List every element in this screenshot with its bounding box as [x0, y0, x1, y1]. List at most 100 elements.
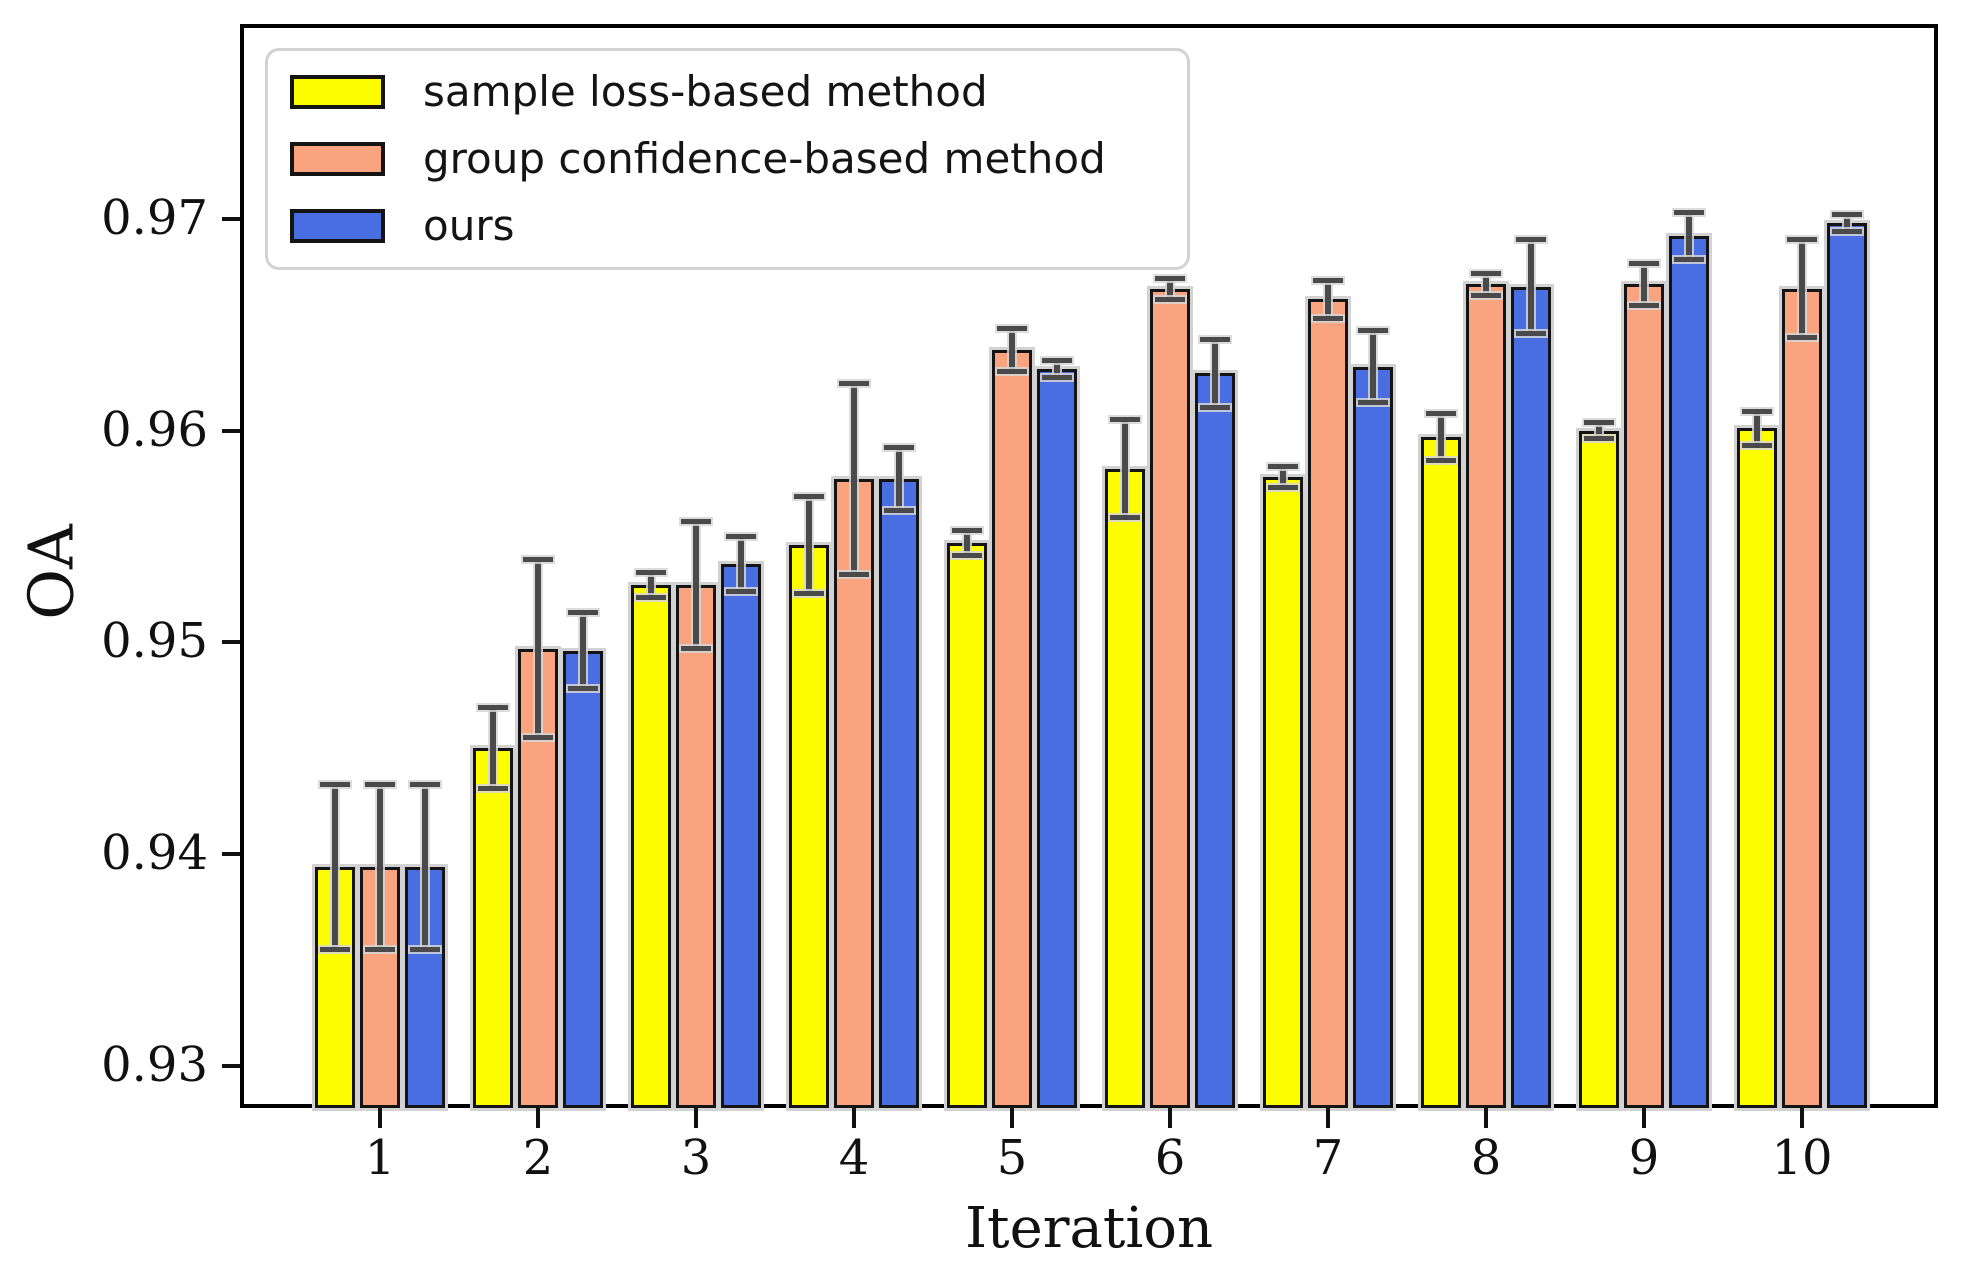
legend-swatch-ours — [290, 208, 385, 243]
x-tick-mark-1 — [378, 1108, 382, 1128]
error-bar-group-confidence-based-method-9-cap-high — [1629, 260, 1659, 266]
bar-ours-6 — [1195, 373, 1235, 1108]
error-bar-ours-4-cap-high — [884, 444, 914, 450]
x-tick-label-10: 10 — [1771, 1130, 1833, 1186]
error-bar-ours-2 — [580, 612, 586, 689]
error-bar-ours-4-cap-low — [884, 508, 914, 514]
bar-ours-1 — [405, 866, 445, 1108]
x-tick-mark-2 — [536, 1108, 540, 1128]
error-bar-group-confidence-based-method-6-cap-low — [1155, 296, 1185, 302]
error-bar-ours-10-cap-low — [1832, 228, 1862, 234]
error-bar-sample-loss-based-method-5-cap-high — [952, 527, 982, 533]
error-bar-ours-9 — [1686, 212, 1692, 259]
error-bar-group-confidence-based-method-3-cap-low — [681, 646, 711, 652]
bar-ours-9 — [1669, 235, 1709, 1108]
legend-item-sample-loss-based-method: sample loss-based method — [290, 69, 1177, 115]
bar-group-confidence-based-method-6 — [1150, 288, 1190, 1108]
error-bar-sample-loss-based-method-2-cap-low — [478, 785, 508, 791]
error-bar-sample-loss-based-method-8-cap-low — [1426, 457, 1456, 463]
x-tick-mark-6 — [1168, 1108, 1172, 1128]
y-tick-mark-0.94 — [222, 851, 240, 856]
error-bar-sample-loss-based-method-9 — [1596, 422, 1602, 439]
legend-label-ours: ours — [423, 200, 515, 250]
legend-swatch-group-confidence-based-method — [290, 141, 385, 176]
error-bar-ours-5-cap-high — [1042, 358, 1072, 364]
bar-sample-loss-based-method-10 — [1737, 428, 1777, 1108]
error-bar-sample-loss-based-method-5 — [964, 530, 970, 556]
error-bar-group-confidence-based-method-10-cap-high — [1787, 237, 1817, 243]
error-bar-sample-loss-based-method-3-cap-low — [636, 595, 666, 601]
bar-group-confidence-based-method-5 — [992, 350, 1032, 1108]
error-bar-ours-3 — [738, 536, 744, 592]
error-bar-ours-1-cap-high — [410, 781, 440, 787]
error-bar-group-confidence-based-method-6-cap-high — [1155, 275, 1185, 281]
error-bar-sample-loss-based-method-10 — [1754, 411, 1760, 446]
bar-sample-loss-based-method-4 — [789, 544, 829, 1108]
bar-ours-4 — [879, 479, 919, 1108]
x-tick-mark-4 — [852, 1108, 856, 1128]
error-bar-ours-10-cap-high — [1832, 212, 1862, 218]
error-bar-sample-loss-based-method-7 — [1280, 466, 1286, 488]
error-bar-ours-5 — [1054, 360, 1060, 378]
bar-ours-8 — [1511, 286, 1551, 1108]
error-bar-ours-3-cap-low — [726, 588, 756, 594]
error-bar-ours-7-cap-high — [1358, 328, 1388, 334]
error-bar-ours-6-cap-high — [1200, 336, 1230, 342]
x-tick-mark-7 — [1326, 1108, 1330, 1128]
error-bar-sample-loss-based-method-1-cap-low — [320, 946, 350, 952]
error-bar-ours-8-cap-high — [1516, 237, 1546, 243]
error-bar-group-confidence-based-method-10 — [1799, 239, 1805, 338]
error-bar-group-confidence-based-method-4 — [851, 383, 857, 575]
y-tick-mark-0.93 — [222, 1063, 240, 1068]
error-bar-sample-loss-based-method-2 — [490, 707, 496, 789]
bar-ours-10 — [1827, 223, 1867, 1108]
error-bar-ours-4 — [896, 447, 902, 511]
error-bar-sample-loss-based-method-8-cap-high — [1426, 411, 1456, 417]
error-bar-sample-loss-based-method-4 — [806, 496, 812, 594]
x-tick-mark-5 — [1010, 1108, 1014, 1128]
error-bar-ours-10 — [1844, 214, 1850, 232]
bar-group-confidence-based-method-4 — [834, 479, 874, 1108]
y-tick-label-0.93: 0.93 — [101, 1036, 208, 1093]
error-bar-ours-1-cap-low — [410, 946, 440, 952]
error-bar-sample-loss-based-method-4-cap-low — [794, 591, 824, 597]
x-tick-label-9: 9 — [1628, 1130, 1660, 1186]
legend-item-group-confidence-based-method: group confidence-based method — [290, 135, 1177, 182]
bar-sample-loss-based-method-3 — [631, 585, 671, 1108]
error-bar-sample-loss-based-method-4-cap-high — [794, 493, 824, 499]
error-bar-group-confidence-based-method-5-cap-low — [997, 368, 1027, 374]
error-bar-sample-loss-based-method-6-cap-high — [1110, 417, 1140, 423]
error-bar-ours-6 — [1212, 339, 1218, 408]
bar-group-confidence-based-method-7 — [1308, 299, 1348, 1108]
bar-sample-loss-based-method-5 — [947, 542, 987, 1108]
y-tick-mark-0.97 — [222, 216, 240, 221]
error-bar-group-confidence-based-method-8-cap-low — [1471, 292, 1501, 298]
error-bar-ours-8-cap-low — [1516, 330, 1546, 336]
x-tick-label-6: 6 — [1154, 1130, 1186, 1186]
x-tick-label-3: 3 — [680, 1130, 712, 1186]
error-bar-group-confidence-based-method-1 — [377, 784, 383, 950]
error-bar-group-confidence-based-method-1-cap-high — [365, 781, 395, 787]
error-bar-sample-loss-based-method-10-cap-low — [1742, 442, 1772, 448]
y-axis-label: OA — [14, 524, 88, 620]
error-bar-group-confidence-based-method-2-cap-high — [523, 557, 553, 563]
error-bar-sample-loss-based-method-6 — [1122, 419, 1128, 518]
y-tick-label-0.97: 0.97 — [101, 189, 208, 246]
x-tick-label-1: 1 — [364, 1130, 396, 1186]
error-bar-sample-loss-based-method-2-cap-high — [478, 705, 508, 711]
error-bar-group-confidence-based-method-4-cap-low — [839, 571, 869, 577]
bar-sample-loss-based-method-6 — [1105, 468, 1145, 1108]
error-bar-ours-6-cap-low — [1200, 404, 1230, 410]
x-tick-label-4: 4 — [838, 1130, 870, 1186]
bar-ours-3 — [721, 563, 761, 1108]
bar-group-confidence-based-method-9 — [1624, 284, 1664, 1108]
error-bar-group-confidence-based-method-7-cap-low — [1313, 315, 1343, 321]
error-bar-group-confidence-based-method-3-cap-high — [681, 519, 711, 525]
x-tick-mark-10 — [1800, 1108, 1804, 1128]
error-bar-group-confidence-based-method-6 — [1167, 278, 1173, 300]
error-bar-ours-8 — [1528, 239, 1534, 334]
legend-swatch-sample-loss-based-method — [290, 75, 385, 110]
bar-sample-loss-based-method-9 — [1579, 430, 1619, 1108]
error-bar-ours-7 — [1370, 330, 1376, 403]
